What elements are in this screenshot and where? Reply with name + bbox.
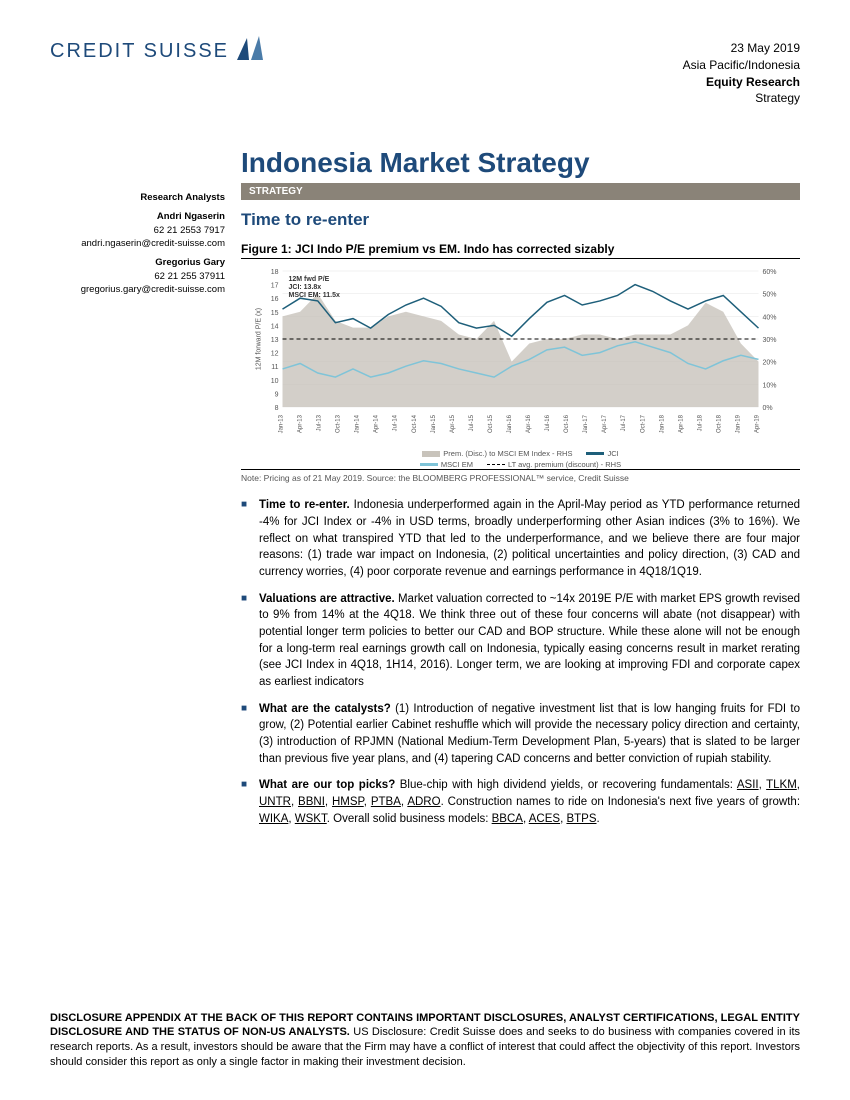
logo-text: CREDIT SUISSE (50, 40, 229, 63)
svg-text:12M forward P/E (x): 12M forward P/E (x) (256, 308, 263, 370)
disclosure: DISCLOSURE APPENDIX AT THE BACK OF THIS … (50, 1011, 800, 1070)
svg-text:0%: 0% (763, 405, 773, 412)
svg-text:16: 16 (271, 296, 279, 303)
svg-text:13: 13 (271, 337, 279, 344)
svg-text:11: 11 (271, 364, 278, 371)
bullet-list: Time to re-enter. Indonesia underperform… (241, 497, 800, 827)
analyst-name: Andri Ngaserin (50, 210, 225, 223)
svg-text:50%: 50% (763, 292, 777, 299)
svg-text:Oct-18: Oct-18 (716, 415, 722, 434)
analysts-heading: Research Analysts (50, 191, 225, 204)
svg-text:12M fwd P/E: 12M fwd P/E (289, 276, 330, 283)
svg-text:12: 12 (271, 351, 279, 358)
ticker-link[interactable]: TLKM (766, 779, 797, 791)
svg-text:Oct-16: Oct-16 (564, 415, 570, 434)
svg-text:17: 17 (271, 283, 279, 290)
ticker-link[interactable]: WIKA (259, 813, 288, 825)
ticker-link[interactable]: UNTR (259, 796, 291, 808)
svg-text:14: 14 (271, 324, 279, 331)
legend-item: MSCI EM (420, 460, 473, 469)
chart-figure: 8 9 10 11 12 13 14 15 16 17 18 0% 10% 20% 30% 40% 50% 60%… (241, 265, 800, 445)
svg-text:Jan-16: Jan-16 (507, 415, 513, 434)
svg-text:Jul-15: Jul-15 (469, 415, 475, 432)
header-date: 23 May 2019 (683, 40, 800, 57)
chart-note: Note: Pricing as of 21 May 2019. Source:… (241, 469, 800, 483)
header-meta: 23 May 2019 Asia Pacific/Indonesia Equit… (683, 40, 800, 107)
main-layout: Research Analysts Andri Ngaserin 62 21 2… (50, 147, 800, 837)
sails-icon (233, 34, 269, 62)
bullet-item: What are the catalysts? (1) Introduction… (241, 701, 800, 768)
legend-item: JCI (586, 449, 618, 458)
svg-text:Apr-19: Apr-19 (755, 415, 761, 434)
analyst-phone: 62 21 2553 7917 (50, 224, 225, 237)
header-dept: Equity Research (683, 74, 800, 91)
chart-legend: Prem. (Disc.) to MSCI EM Index - RHS JCI M… (241, 449, 800, 469)
figure-title: Figure 1: JCI Indo P/E premium vs EM. In… (241, 242, 800, 259)
header-region: Asia Pacific/Indonesia (683, 57, 800, 74)
svg-text:Oct-17: Oct-17 (640, 415, 646, 434)
svg-text:Jan-18: Jan-18 (659, 415, 665, 434)
svg-text:60%: 60% (763, 269, 777, 276)
ticker-link[interactable]: ADRO (407, 796, 440, 808)
page-header: CREDIT SUISSE 23 May 2019 Asia Pacific/I… (50, 40, 800, 107)
bullet-item: Valuations are attractive. Market valuat… (241, 591, 800, 691)
logo: CREDIT SUISSE (50, 40, 269, 63)
svg-text:Jan-14: Jan-14 (355, 415, 361, 434)
svg-text:Apr-15: Apr-15 (450, 415, 456, 434)
svg-text:9: 9 (275, 392, 279, 399)
analysts-sidebar: Research Analysts Andri Ngaserin 62 21 2… (50, 147, 225, 837)
ticker-link[interactable]: BTPS (566, 813, 596, 825)
svg-text:10: 10 (271, 378, 279, 385)
svg-text:Jan-17: Jan-17 (583, 415, 589, 434)
svg-text:MSCI EM: 11.5x: MSCI EM: 11.5x (289, 292, 340, 299)
svg-text:Jul-18: Jul-18 (697, 415, 703, 432)
svg-text:Jul-16: Jul-16 (545, 415, 551, 432)
svg-text:Apr-16: Apr-16 (526, 415, 532, 434)
svg-text:Jan-15: Jan-15 (431, 415, 437, 434)
svg-text:Apr-18: Apr-18 (678, 415, 684, 434)
ticker-link[interactable]: ACES (529, 813, 560, 825)
svg-text:JCI: 13.8x: JCI: 13.8x (289, 284, 322, 291)
legend-item: Prem. (Disc.) to MSCI EM Index - RHS (422, 449, 572, 458)
ticker-link[interactable]: HMSP (332, 796, 364, 808)
svg-text:Jul-14: Jul-14 (393, 415, 399, 432)
ticker-link[interactable]: BBNI (298, 796, 325, 808)
svg-text:30%: 30% (763, 337, 777, 344)
svg-text:15: 15 (271, 310, 279, 317)
analyst-name: Gregorius Gary (50, 256, 225, 269)
svg-text:Jan-13: Jan-13 (279, 415, 285, 434)
svg-text:8: 8 (275, 405, 279, 412)
ticker-link[interactable]: WSKT (295, 813, 327, 825)
svg-text:Apr-14: Apr-14 (374, 415, 380, 434)
header-type: Strategy (683, 90, 800, 107)
svg-text:Apr-17: Apr-17 (602, 415, 608, 434)
svg-text:20%: 20% (763, 360, 777, 367)
svg-text:Jul-13: Jul-13 (317, 415, 323, 432)
svg-text:Jul-17: Jul-17 (621, 415, 627, 432)
strategy-banner: STRATEGY (241, 183, 800, 200)
doc-subtitle: Time to re-enter (241, 210, 800, 230)
analyst-phone: 62 21 255 37911 (50, 270, 225, 283)
doc-title: Indonesia Market Strategy (241, 147, 800, 179)
analyst-email: gregorius.gary@credit-suisse.com (50, 283, 225, 296)
svg-text:10%: 10% (763, 383, 777, 390)
svg-text:Oct-13: Oct-13 (336, 415, 342, 434)
svg-text:40%: 40% (763, 315, 777, 322)
svg-text:18: 18 (271, 269, 279, 276)
bullet-item: Time to re-enter. Indonesia underperform… (241, 497, 800, 580)
legend-item: LT avg. premium (discount) - RHS (487, 460, 621, 469)
analyst-email: andri.ngaserin@credit-suisse.com (50, 237, 225, 250)
svg-text:Oct-14: Oct-14 (412, 415, 418, 434)
content-column: Indonesia Market Strategy STRATEGY Time … (241, 147, 800, 837)
ticker-link[interactable]: ASII (737, 779, 759, 791)
svg-text:Apr-13: Apr-13 (298, 415, 304, 434)
svg-text:Oct-15: Oct-15 (488, 415, 494, 434)
ticker-link[interactable]: BBCA (492, 813, 523, 825)
ticker-link[interactable]: PTBA (371, 796, 401, 808)
bullet-item: What are our top picks? Blue-chip with h… (241, 777, 800, 827)
svg-text:Jan-19: Jan-19 (735, 415, 741, 434)
